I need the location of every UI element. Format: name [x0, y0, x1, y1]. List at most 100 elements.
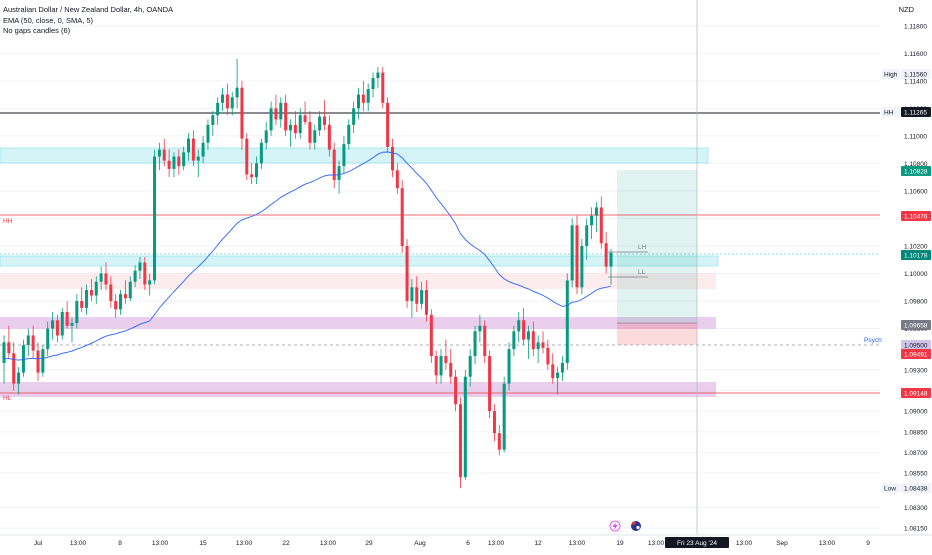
candle-body[interactable] — [264, 130, 268, 143]
candle-body[interactable] — [444, 356, 448, 363]
candle-body[interactable] — [575, 225, 579, 288]
candle-body[interactable] — [255, 163, 259, 178]
candle-body[interactable] — [507, 349, 511, 384]
candle-body[interactable] — [221, 94, 225, 103]
candle-body[interactable] — [211, 115, 215, 125]
candle-body[interactable] — [327, 124, 331, 150]
candle-body[interactable] — [65, 312, 69, 326]
candle-body[interactable] — [230, 97, 234, 109]
candle-body[interactable] — [366, 89, 370, 103]
candle-body[interactable] — [454, 376, 458, 405]
currency-label[interactable]: NZD — [898, 5, 914, 14]
candle-body[interactable] — [26, 335, 30, 346]
candle-body[interactable] — [570, 225, 574, 281]
candle-body[interactable] — [546, 347, 550, 365]
candle-body[interactable] — [94, 281, 98, 296]
candle-body[interactable] — [356, 94, 360, 109]
candle-body[interactable] — [191, 138, 195, 161]
candle-body[interactable] — [104, 273, 108, 285]
candle-body[interactable] — [361, 94, 365, 103]
candle-body[interactable] — [488, 356, 492, 412]
candle-body[interactable] — [46, 328, 50, 350]
candle-body[interactable] — [288, 124, 293, 131]
candle-body[interactable] — [182, 152, 186, 167]
candle-body[interactable] — [342, 144, 346, 167]
candle-body[interactable] — [206, 124, 210, 143]
candle-body[interactable] — [99, 273, 103, 282]
candle-body[interactable] — [259, 142, 263, 164]
candle-body[interactable] — [594, 207, 598, 216]
candle-body[interactable] — [439, 356, 443, 376]
candle-body[interactable] — [536, 342, 540, 350]
candle-body[interactable] — [420, 290, 424, 304]
candle-body[interactable] — [31, 335, 35, 351]
candle-body[interactable] — [60, 312, 64, 336]
candle-body[interactable] — [269, 108, 273, 131]
candle-body[interactable] — [560, 362, 564, 373]
candle-body[interactable] — [133, 270, 137, 282]
candle-body[interactable] — [284, 102, 288, 131]
candle-body[interactable] — [123, 294, 127, 299]
candle-body[interactable] — [80, 301, 84, 308]
candle-body[interactable] — [381, 72, 385, 103]
candle-body[interactable] — [429, 314, 433, 357]
candle-body[interactable] — [240, 87, 244, 139]
candle-body[interactable] — [225, 94, 229, 109]
candle-body[interactable] — [497, 433, 501, 450]
candle-body[interactable] — [157, 149, 161, 157]
candle-body[interactable] — [162, 149, 166, 161]
candle-body[interactable] — [143, 262, 147, 285]
candle-body[interactable] — [478, 325, 482, 332]
candle-body[interactable] — [580, 245, 584, 288]
candle-body[interactable] — [473, 331, 477, 357]
price-axis[interactable] — [884, 0, 932, 550]
candle-body[interactable] — [196, 156, 200, 161]
candle-body[interactable] — [556, 372, 560, 379]
candle-body[interactable] — [609, 252, 613, 267]
candle-body[interactable] — [526, 331, 530, 340]
candle-body[interactable] — [322, 116, 327, 125]
candle-body[interactable] — [128, 281, 132, 299]
candle-body[interactable] — [352, 108, 356, 125]
candle-body[interactable] — [41, 349, 45, 373]
candle-body[interactable] — [390, 146, 394, 171]
candle-body[interactable] — [502, 383, 506, 450]
candle-body[interactable] — [371, 78, 375, 90]
candle-body[interactable] — [463, 376, 467, 478]
candle-body[interactable] — [531, 331, 535, 350]
candle-body[interactable] — [395, 170, 399, 189]
candle-body[interactable] — [177, 156, 181, 167]
candle-body[interactable] — [7, 342, 11, 354]
candle-body[interactable] — [449, 362, 453, 377]
candle-body[interactable] — [138, 262, 142, 271]
candle-body[interactable] — [89, 290, 93, 296]
candle-body[interactable] — [492, 411, 496, 434]
candle-body[interactable] — [51, 320, 55, 329]
candle-body[interactable] — [483, 325, 487, 357]
ema-indicator-label[interactable]: EMA (50, close, 0, SMA, 5) — [3, 16, 94, 25]
candle-body[interactable] — [12, 353, 16, 384]
candle-body[interactable] — [541, 342, 545, 348]
candle-body[interactable] — [405, 245, 409, 302]
candle-body[interactable] — [250, 174, 254, 178]
candle-body[interactable] — [36, 350, 40, 373]
candle-body[interactable] — [85, 290, 89, 308]
candle-body[interactable] — [187, 138, 191, 153]
candle-body[interactable] — [585, 225, 589, 246]
candle-body[interactable] — [318, 116, 322, 131]
candle-body[interactable] — [279, 102, 283, 120]
candle-body[interactable] — [386, 102, 390, 147]
candle-body[interactable] — [400, 188, 404, 246]
candle-body[interactable] — [114, 301, 118, 310]
candle-body[interactable] — [458, 404, 462, 478]
candle-body[interactable] — [565, 280, 569, 363]
candle-body[interactable] — [172, 156, 176, 169]
candle-body[interactable] — [376, 72, 380, 79]
candle-body[interactable] — [410, 287, 414, 302]
candle-body[interactable] — [148, 280, 152, 285]
candle-body[interactable] — [347, 124, 351, 145]
candle-body[interactable] — [424, 290, 428, 315]
candle-body[interactable] — [313, 130, 317, 143]
